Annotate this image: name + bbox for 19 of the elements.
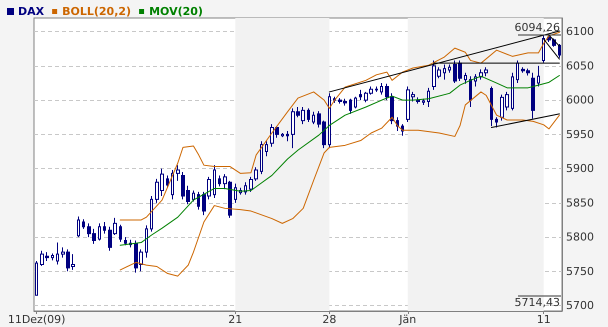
x-tick-label: 11 xyxy=(536,313,551,326)
y-tick-label: 5850 xyxy=(566,196,594,210)
y-tick-label: 5950 xyxy=(566,128,594,141)
y-tick-label: 5700 xyxy=(566,299,594,312)
x-tick-label: 11Dez(09) xyxy=(8,313,66,326)
y-tick-label: 5750 xyxy=(566,264,594,278)
y-tick-label: 6100 xyxy=(566,25,594,38)
annotation: 6094,26 xyxy=(514,21,560,34)
x-tick-label: 21 xyxy=(228,313,242,326)
x-tick-label: Jän xyxy=(398,313,416,326)
y-tick-label: 6000 xyxy=(566,94,594,107)
legend-label: BOLL(20,2) xyxy=(62,5,132,18)
y-tick-label: 6050 xyxy=(566,59,594,72)
y-tick-label: 5900 xyxy=(566,162,594,176)
legend-label: MOV(20) xyxy=(149,5,203,18)
y-tick-label: 5800 xyxy=(566,230,594,244)
legend-label: DAX xyxy=(18,5,45,18)
annotation: 5714,43 xyxy=(514,296,560,309)
x-tick-label: 28 xyxy=(322,313,336,326)
